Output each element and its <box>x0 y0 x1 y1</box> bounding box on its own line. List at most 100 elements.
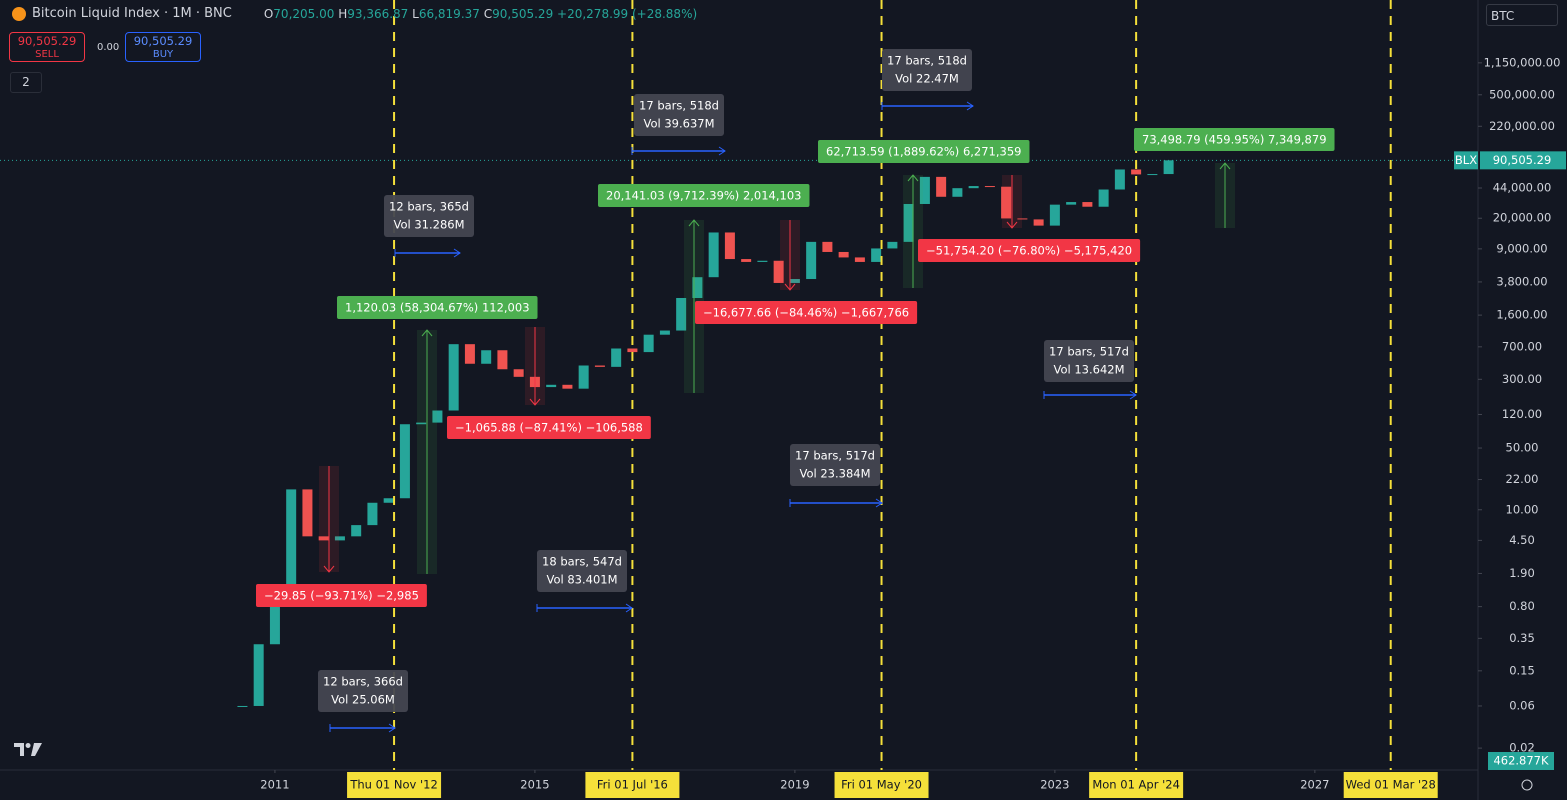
date-range-box <box>384 195 474 237</box>
candle <box>871 248 882 262</box>
indicators-toggle[interactable]: 2 <box>10 72 42 93</box>
candle <box>334 536 345 541</box>
sell-price: 90,505.29 <box>17 34 77 48</box>
y-tick-label: 20,000.00 <box>1493 211 1552 225</box>
range-label: −29.85 (−93.71%) −2,985 <box>264 589 419 603</box>
candle <box>1163 160 1174 175</box>
y-tick-label: 700.00 <box>1502 339 1542 353</box>
y-tick-label: 10.00 <box>1506 502 1539 516</box>
range-label: −16,677.66 (−84.46%) −1,667,766 <box>703 306 909 320</box>
symbol-logo <box>12 6 26 21</box>
y-tick-label: 44,000.00 <box>1493 181 1552 195</box>
candle <box>627 348 638 353</box>
last-price-label: 90,505.29 <box>1493 153 1552 167</box>
range-box <box>598 184 810 207</box>
candle <box>1066 202 1077 205</box>
date-range-bars: 17 bars, 518d <box>639 99 719 113</box>
candle <box>367 502 378 526</box>
y-tick-label: 1,150,000.00 <box>1484 55 1561 69</box>
date-marker-label: Fri 01 Jul '16 <box>597 778 668 792</box>
candle <box>448 344 459 411</box>
range-arrow-head <box>907 174 919 182</box>
spread: 0.00 <box>97 42 120 53</box>
symbol-tag <box>1454 151 1478 170</box>
y-tick-label: 4.50 <box>1509 533 1535 547</box>
date-range-bars: 17 bars, 517d <box>1049 345 1129 359</box>
date-range-box <box>318 670 408 712</box>
y-tick-label: 22.00 <box>1506 472 1539 486</box>
sell-label: SELL <box>35 49 59 60</box>
date-marker-label: Fri 01 May '20 <box>841 778 922 792</box>
candle <box>806 241 817 280</box>
candle <box>1147 174 1158 176</box>
candle <box>903 203 914 242</box>
candle <box>253 644 264 706</box>
candle <box>318 536 329 541</box>
date-marker-label: Mon 01 Apr '24 <box>1092 778 1180 792</box>
ohlc-open: 70,205.00 <box>273 6 335 21</box>
ohlc-close: 90,505.29 <box>492 6 554 21</box>
y-tick-label: 500,000.00 <box>1489 87 1555 101</box>
watermark-logo <box>14 743 42 756</box>
candle <box>724 232 735 260</box>
date-range-bars: 12 bars, 366d <box>323 675 403 689</box>
candle <box>659 330 670 335</box>
range-arrow-head <box>1219 162 1231 170</box>
y-tick-label: 0.35 <box>1509 631 1535 645</box>
y-tick-label: 120.00 <box>1502 407 1542 421</box>
ohlc-change: +20,278.99 (+28.88%) <box>557 6 698 21</box>
candle <box>1098 189 1109 207</box>
range-arrow-head <box>688 219 700 227</box>
y-tick-label: 0.80 <box>1509 599 1535 613</box>
candle <box>838 251 849 258</box>
candle <box>708 232 719 278</box>
candle <box>383 498 394 503</box>
candle <box>399 424 410 499</box>
date-range-volume: Vol 25.06M <box>331 693 395 707</box>
y-tick-label: 9,000.00 <box>1496 241 1547 255</box>
range-arrow-head <box>323 565 335 573</box>
date-marker-tag <box>1089 772 1184 798</box>
date-marker-tag <box>347 772 442 798</box>
range-box <box>447 416 651 439</box>
ohlc-key: H <box>338 6 348 21</box>
candle <box>1001 186 1012 219</box>
range-label: −1,065.88 (−87.41%) −106,588 <box>455 421 643 435</box>
date-range-volume: Vol 31.286M <box>393 218 464 232</box>
sell-button[interactable]: 90,505.29 SELL <box>9 32 85 62</box>
candle <box>952 188 963 197</box>
x-tick-label: 2019 <box>780 778 809 792</box>
y-tick-label: 0.06 <box>1509 698 1535 712</box>
x-tick-label: 2023 <box>1040 778 1069 792</box>
y-tick-label: 0.15 <box>1509 663 1535 677</box>
ohlc-key: C <box>483 6 493 21</box>
candle <box>919 176 930 204</box>
date-range-volume: Vol 23.384M <box>799 467 870 481</box>
candle <box>1131 169 1142 175</box>
candle <box>887 241 898 249</box>
candle <box>676 297 687 331</box>
candle <box>351 525 362 537</box>
symbol-title[interactable]: Bitcoin Liquid Index · 1M · BNC <box>32 6 232 21</box>
candle <box>594 365 605 367</box>
range-label: 1,120.03 (58,304.67%) 112,003 <box>345 301 530 315</box>
date-marker-tag <box>834 772 929 798</box>
candle <box>513 369 524 377</box>
range-box <box>818 140 1030 163</box>
candle <box>302 489 313 537</box>
candle <box>822 241 833 252</box>
range-box <box>695 301 918 324</box>
date-marker-label: Wed 01 Mar '28 <box>1346 778 1436 792</box>
candle <box>1082 202 1093 207</box>
date-marker-label: Thu 01 Nov '12 <box>349 778 437 792</box>
ohlc-key: L <box>412 6 419 21</box>
candle <box>789 279 800 283</box>
y-tick-label: 220,000.00 <box>1489 119 1555 133</box>
date-range-bars: 18 bars, 547d <box>542 555 622 569</box>
candle <box>497 350 508 370</box>
buy-button[interactable]: 90,505.29 BUY <box>125 32 201 62</box>
symbol-search[interactable]: BTC <box>1486 4 1558 26</box>
range-arrow-head <box>1006 221 1018 229</box>
y-tick-label: 3,800.00 <box>1496 274 1547 288</box>
